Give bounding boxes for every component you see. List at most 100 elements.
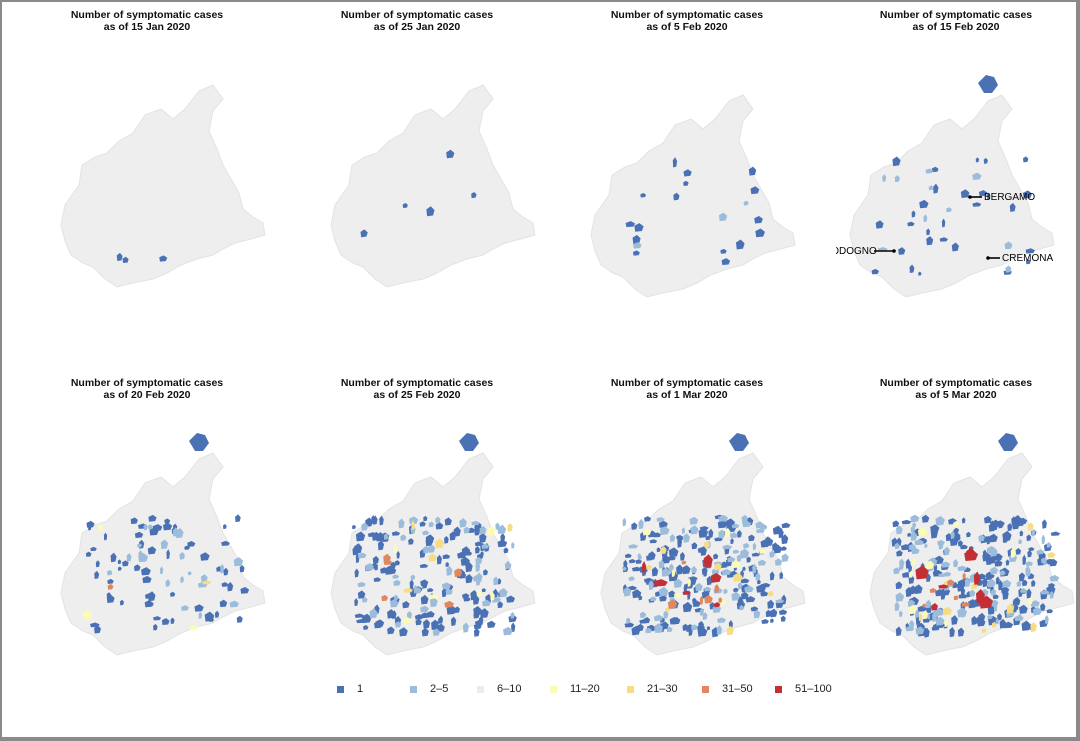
annotation-arrow-head [892, 249, 896, 253]
municipality-mark [369, 608, 378, 619]
municipality-mark [895, 592, 905, 602]
municipality-mark [729, 433, 749, 451]
municipality-mark [682, 590, 691, 595]
municipality-mark [944, 619, 949, 628]
municipality-mark [697, 546, 707, 553]
municipality-mark [746, 556, 751, 563]
municipality-mark [975, 157, 980, 163]
municipality-mark [931, 166, 939, 173]
municipality-mark [148, 514, 157, 522]
municipality-mark [770, 618, 774, 623]
municipality-mark [632, 589, 642, 599]
panel-title-line1: Number of symptomatic cases [340, 9, 494, 21]
municipality-mark [759, 524, 768, 530]
lombardy-map [590, 94, 796, 298]
municipality-mark [1016, 581, 1022, 587]
panel-title: Number of symptomatic cases as of 25 Feb … [292, 377, 542, 401]
municipality-mark [221, 582, 228, 587]
municipality-mark [751, 552, 761, 557]
municipality-mark [446, 565, 453, 576]
panel-title: Number of symptomatic cases as of 15 Feb … [831, 9, 1080, 33]
municipality-mark [945, 532, 952, 542]
municipality-mark [471, 192, 477, 199]
municipality-mark [658, 586, 669, 597]
municipality-mark [957, 607, 968, 618]
municipality-mark [419, 521, 426, 527]
municipality-mark [682, 623, 689, 631]
municipality-mark [1018, 572, 1025, 582]
municipality-mark [1020, 588, 1028, 593]
municipality-mark [905, 626, 915, 632]
municipality-mark [999, 570, 1006, 576]
municipality-mark [179, 552, 185, 560]
municipality-mark [748, 166, 757, 176]
municipality-mark [910, 531, 918, 541]
annotation-label: CREMONA [1002, 253, 1053, 264]
municipality-mark [1049, 574, 1060, 582]
municipality-mark [149, 527, 159, 536]
municipality-mark [653, 579, 668, 587]
municipality-mark [740, 578, 750, 584]
municipality-mark [781, 534, 789, 545]
municipality-mark [356, 618, 367, 624]
municipality-mark [631, 625, 641, 636]
municipality-mark [436, 623, 445, 633]
municipality-mark [126, 553, 132, 562]
municipality-mark [781, 522, 791, 529]
municipality-mark [428, 521, 434, 528]
lombardy-map [869, 433, 1075, 656]
municipality-mark [367, 532, 378, 537]
municipality-mark [745, 596, 756, 603]
municipality-mark [1028, 547, 1035, 552]
municipality-mark [668, 547, 679, 558]
municipality-mark [493, 576, 499, 586]
municipality-mark [973, 571, 981, 585]
municipality-mark [399, 627, 408, 637]
municipality-mark [995, 576, 1000, 585]
municipality-mark [638, 518, 644, 530]
municipality-mark [733, 587, 739, 593]
municipality-mark [160, 539, 169, 550]
municipality-mark [703, 554, 713, 568]
municipality-mark [898, 610, 903, 617]
municipality-mark [122, 560, 129, 567]
panel-title-date: as of 25 Feb 2020 [373, 389, 461, 401]
municipality-mark [926, 236, 934, 246]
municipality-mark [759, 549, 767, 554]
municipality-mark [958, 593, 968, 599]
panel-title-date: as of 5 Feb 2020 [646, 21, 728, 33]
municipality-mark [628, 544, 639, 549]
municipality-mark [676, 534, 684, 540]
municipality-mark [391, 610, 397, 619]
municipality-mark [767, 590, 774, 597]
municipality-mark [391, 531, 401, 536]
municipality-mark [957, 627, 965, 637]
municipality-mark [438, 617, 443, 624]
legend-swatch [550, 686, 557, 693]
municipality-mark [713, 553, 719, 560]
municipality-mark [374, 621, 383, 629]
municipality-mark [450, 616, 457, 627]
municipality-mark [1000, 586, 1010, 594]
municipality-mark [932, 612, 938, 622]
municipality-mark [357, 581, 366, 588]
municipality-mark [642, 528, 652, 536]
municipality-mark [1018, 539, 1023, 545]
municipality-mark [975, 589, 985, 604]
municipality-mark [968, 599, 977, 609]
municipality-mark [998, 580, 1003, 591]
municipality-mark [731, 523, 740, 529]
municipality-mark [233, 557, 244, 567]
municipality-mark [769, 571, 775, 581]
municipality-mark [656, 517, 665, 522]
municipality-mark [200, 552, 210, 561]
municipality-mark [1032, 607, 1042, 616]
municipality-mark [454, 568, 463, 577]
municipality-mark [990, 588, 997, 596]
municipality-mark [1026, 588, 1032, 599]
municipality-mark [741, 514, 749, 523]
municipality-mark [200, 574, 208, 583]
municipality-mark [743, 542, 750, 549]
municipality-mark [357, 590, 366, 599]
municipality-mark [429, 596, 438, 608]
